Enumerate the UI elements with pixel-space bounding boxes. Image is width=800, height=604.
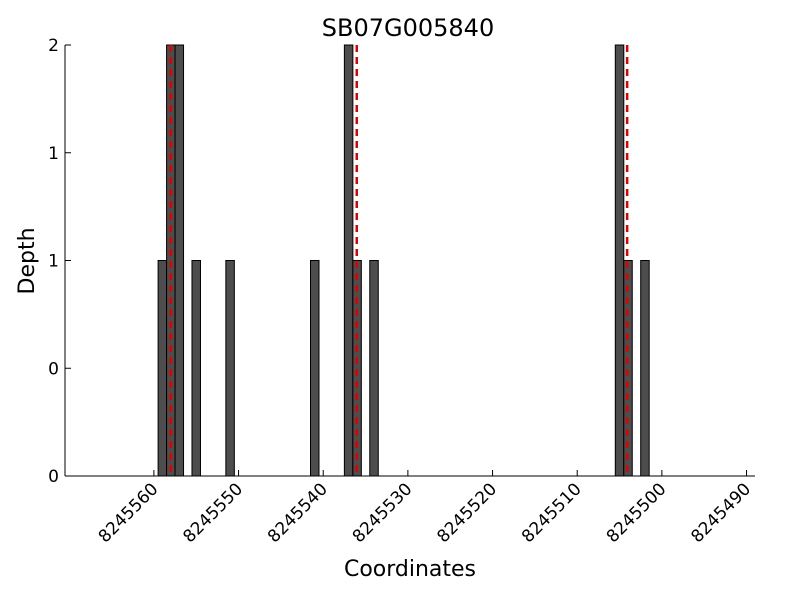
x-tick-label: 8245490 — [687, 479, 755, 547]
depth-bar — [343, 44, 354, 477]
chart-title: SB07G005840 — [322, 14, 494, 42]
y-tick-label: 0 — [48, 467, 59, 487]
markers-layer — [169, 45, 629, 476]
y-tick-label: 2 — [48, 36, 59, 56]
bars-layer — [157, 44, 650, 477]
y-axis-label: Depth — [15, 227, 40, 294]
y-tick-label: 1 — [48, 144, 59, 164]
depth-bar — [191, 260, 201, 477]
depth-bar — [225, 260, 235, 477]
depth-bar — [157, 260, 168, 477]
x-tick-label: 8245530 — [349, 479, 417, 547]
x-tick-label: 8245540 — [264, 479, 332, 547]
depth-bar — [614, 44, 625, 477]
depth-bar — [369, 260, 379, 477]
depth-bar — [174, 44, 185, 477]
x-tick-label: 8245550 — [179, 479, 247, 547]
y-tick-label: 0 — [48, 359, 59, 379]
y-tick-label: 1 — [48, 252, 59, 272]
x-tick-label: 8245560 — [95, 479, 163, 547]
x-tick-label: 8245520 — [433, 479, 501, 547]
depth-bar — [640, 260, 650, 477]
x-tick-label: 8245500 — [603, 479, 671, 547]
depth-bar — [310, 260, 320, 477]
x-axis-label: Coordinates — [344, 557, 476, 582]
x-tick-label: 8245510 — [518, 479, 586, 547]
